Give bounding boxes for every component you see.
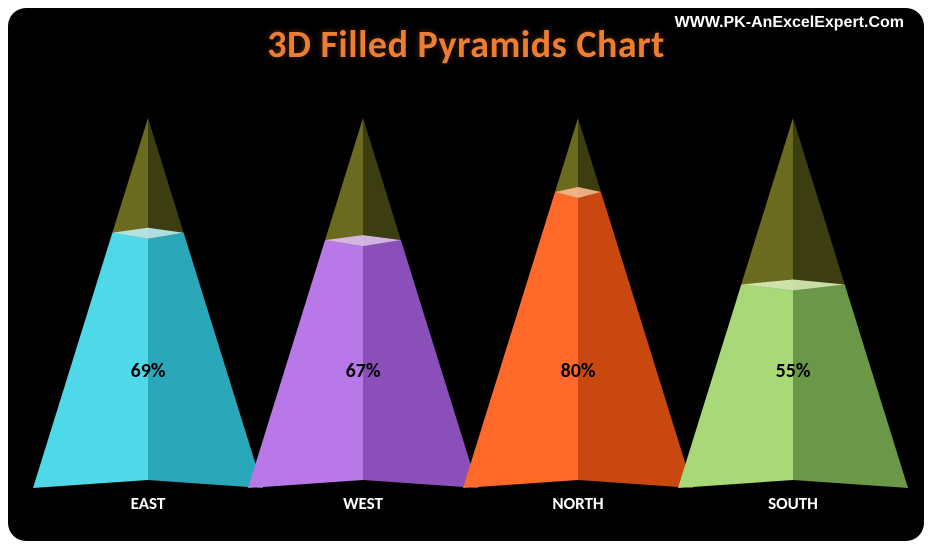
category-label-west: WEST — [303, 493, 423, 514]
chart-container: WWW.PK-AnExcelExpert.Com 3D Filled Pyram… — [8, 8, 924, 541]
value-label: 67% — [346, 359, 381, 383]
plot-area: 69% 67% 80% 55% — [8, 98, 924, 488]
chart-title: 3D Filled Pyramids Chart — [8, 22, 924, 68]
category-label-east: EAST — [88, 493, 208, 514]
value-label: 80% — [561, 359, 596, 383]
pyramid-north: 80% — [463, 118, 693, 488]
category-label-north: NORTH — [518, 493, 638, 514]
pyramid-east: 69% — [33, 118, 263, 488]
pyramid-west: 67% — [248, 118, 478, 488]
category-label-south: SOUTH — [733, 493, 853, 514]
value-label: 55% — [776, 359, 811, 383]
pyramid-south: 55% — [678, 118, 908, 488]
category-axis: EAST WEST NORTH SOUTH — [8, 493, 924, 523]
value-label: 69% — [131, 359, 166, 383]
